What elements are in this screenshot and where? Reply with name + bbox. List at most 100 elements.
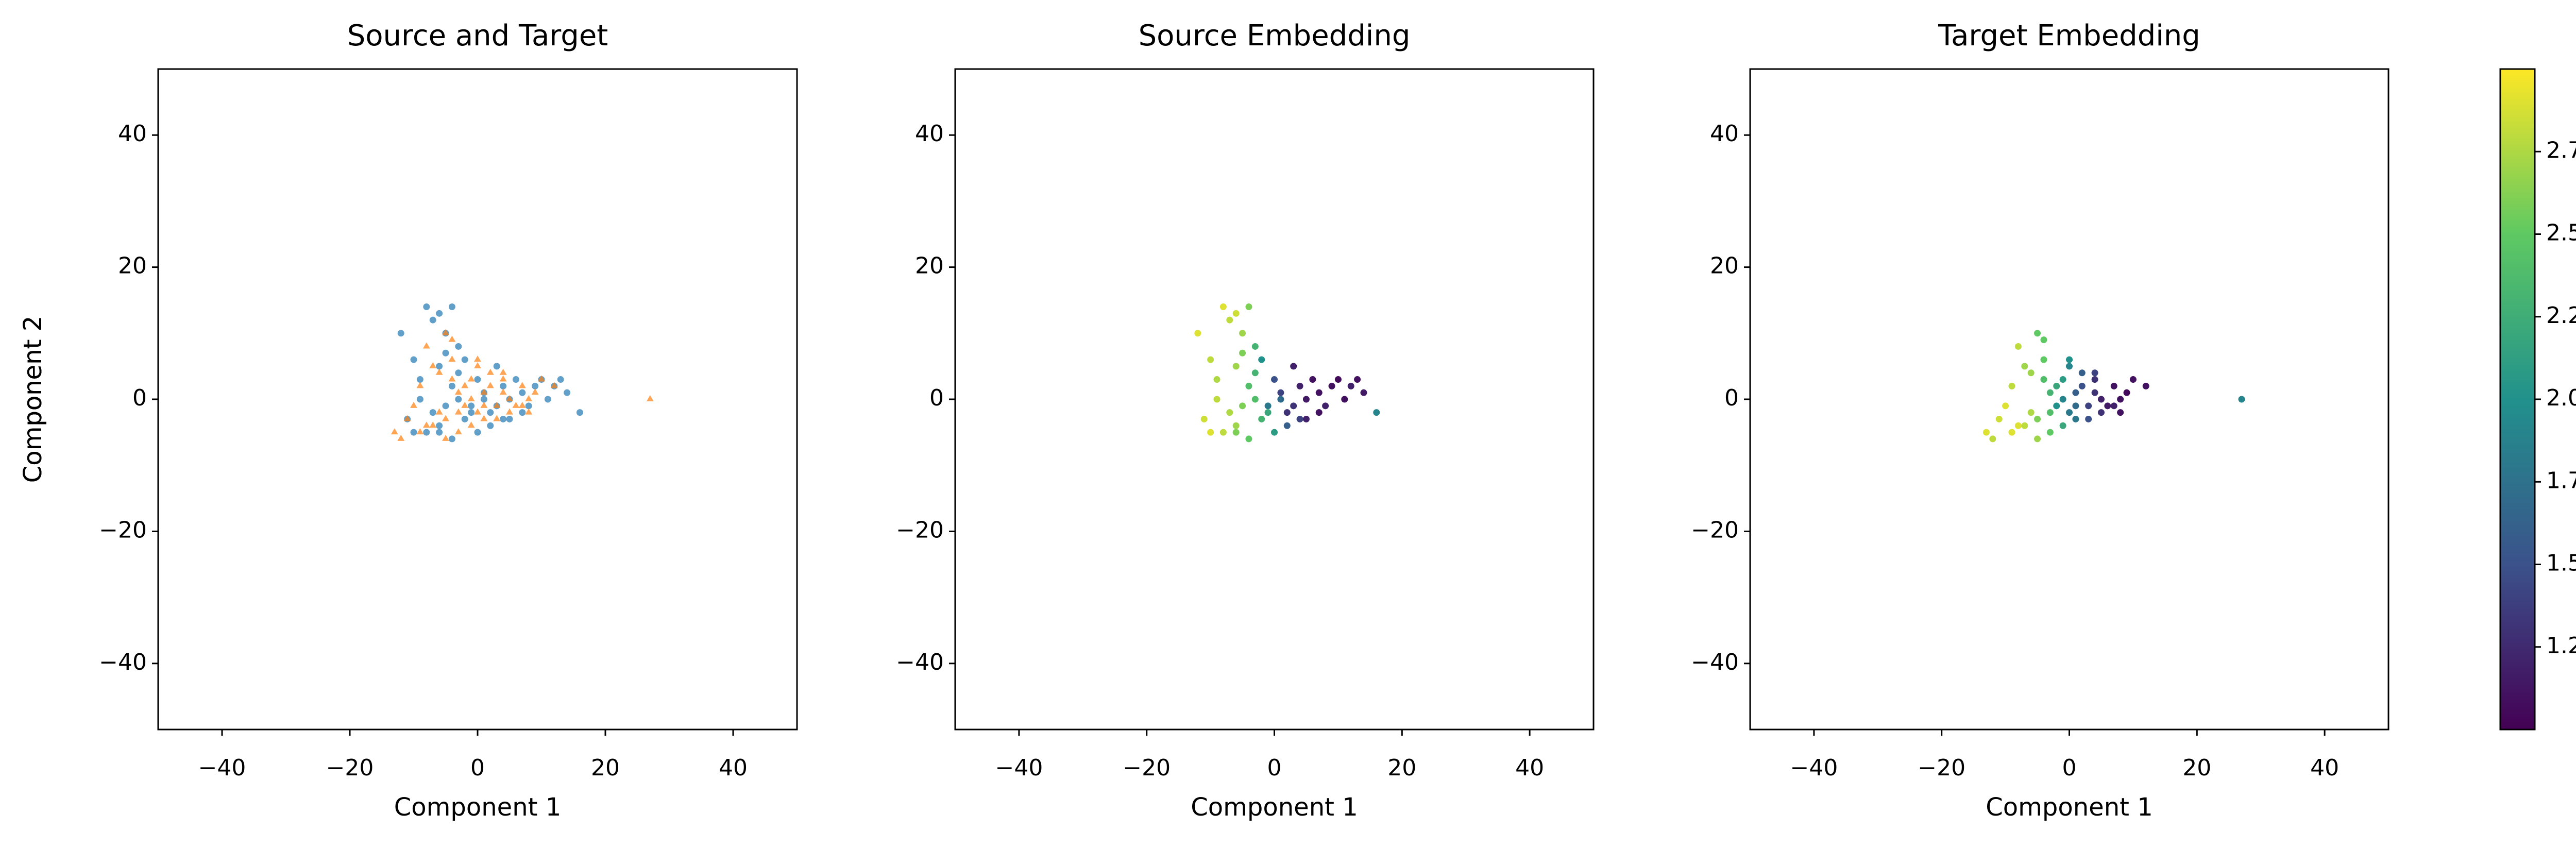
point [442,402,449,410]
point [429,409,436,416]
point [2238,396,2245,403]
point [448,382,455,389]
x-tick-label: 40 [1515,755,1544,781]
point [544,396,551,403]
point [1271,376,1278,383]
point [2110,402,2117,410]
subplot: Target Embedding Component 1 Component 2 −4… [19,19,2389,822]
point [2059,422,2066,429]
point [1334,376,1342,383]
point [2053,402,2060,410]
point [1328,382,1335,389]
colorbar-tick-label: 1.50 [2546,550,2576,576]
chart-title: Source Embedding [1139,19,1411,53]
plot-frame [157,68,798,731]
x-tick-label: −40 [198,755,246,781]
point [461,401,469,408]
y-tick-label: 0 [1724,385,1739,411]
point [455,369,462,377]
point [506,395,513,401]
point [442,329,449,335]
point [576,409,583,416]
point [2091,376,2098,383]
y-tick-label: −20 [99,517,147,543]
point [429,421,437,428]
x-tick-label: 20 [591,755,620,781]
plot-frame [1749,68,2389,731]
point [455,396,462,403]
point [1322,402,1329,410]
point [1245,435,1252,443]
point [480,401,488,408]
point [2085,415,2092,422]
point [2097,396,2105,403]
point [480,388,488,395]
point [410,429,417,436]
point [550,382,558,388]
point [500,415,507,422]
point [448,375,456,382]
chart-title: Source and Target [347,19,608,53]
point [410,356,417,363]
point [2046,409,2054,416]
point [442,349,449,357]
point [499,368,507,375]
point [2008,382,2015,389]
x-tick-label: 20 [2182,755,2211,781]
point [2117,396,2124,403]
y-tick-label: −40 [99,649,147,675]
point [2034,415,2041,422]
y-tick-label: −20 [1691,517,1739,543]
point [436,422,443,429]
point [416,428,424,435]
x-tick-label: −40 [995,755,1043,781]
point [1302,415,1310,422]
point [525,402,532,410]
point [448,355,456,362]
point [1277,396,1284,403]
x-tick-label: 0 [2062,755,2077,781]
subplot: Source and Target Component 1 Component 2 −… [19,19,798,822]
point [2021,363,2028,370]
point [422,421,430,428]
point [2034,330,2041,337]
point [1271,429,1278,436]
point [468,409,475,416]
y-tick-label: 20 [1710,253,1739,279]
point [493,401,501,408]
point [2066,409,2073,416]
point [2059,396,2066,403]
point [1341,396,1348,403]
point [416,382,424,388]
point [499,375,507,382]
x-tick-label: 20 [1387,755,1416,781]
point [467,395,475,401]
x-tick-label: 0 [1267,755,1282,781]
point [1283,409,1291,416]
point [474,408,481,415]
x-tick-label: −20 [326,755,374,781]
point [467,421,475,428]
y-tick-label: 0 [929,385,944,411]
x-axis-label: Component 1 [1191,793,1358,822]
point [1354,376,1361,383]
x-axis-label: Component 1 [394,793,561,822]
point [2110,382,2117,389]
point [467,375,475,382]
point [2021,422,2028,429]
point [454,428,462,435]
y-tick-label: 0 [132,385,147,411]
point [1315,409,1323,416]
point [1309,376,1316,383]
point [499,388,507,395]
point [2046,429,2054,436]
point [1251,343,1259,350]
point [525,395,533,401]
point [461,356,468,363]
y-axis-label: Component 2 [19,316,47,483]
point [397,330,404,337]
point [486,368,494,375]
y-tick-label: −40 [1691,649,1739,675]
point [455,343,462,350]
